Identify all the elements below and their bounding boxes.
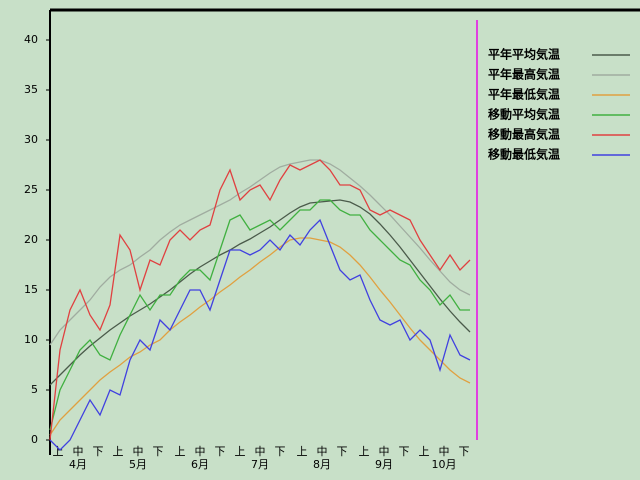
series-line bbox=[49, 218, 471, 451]
legend-label: 移動最低気温 bbox=[488, 147, 560, 162]
month-label: 4月 bbox=[69, 458, 87, 471]
y-tick-label: 5 bbox=[31, 383, 38, 396]
x-tick-label: 下 bbox=[153, 445, 164, 458]
y-tick-label: 10 bbox=[24, 333, 38, 346]
y-tick-label: 15 bbox=[24, 283, 38, 296]
series-line bbox=[49, 159, 471, 441]
x-tick-label: 下 bbox=[275, 445, 286, 458]
month-label: 6月 bbox=[191, 458, 209, 471]
month-label: 7月 bbox=[251, 458, 269, 471]
x-tick-label: 上 bbox=[419, 445, 430, 458]
y-tick-label: 0 bbox=[31, 433, 38, 446]
x-tick-label: 上 bbox=[175, 445, 186, 458]
x-tick-label: 中 bbox=[379, 445, 390, 458]
x-tick-label: 中 bbox=[133, 445, 144, 458]
series-line bbox=[49, 159, 471, 346]
month-label: 10月 bbox=[432, 458, 457, 471]
x-tick-label: 中 bbox=[195, 445, 206, 458]
series-line bbox=[49, 199, 471, 386]
month-label: 9月 bbox=[375, 458, 393, 471]
x-tick-label: 下 bbox=[337, 445, 348, 458]
x-tick-label: 中 bbox=[73, 445, 84, 458]
x-tick-label: 中 bbox=[255, 445, 266, 458]
y-tick-label: 30 bbox=[24, 133, 38, 146]
month-label: 8月 bbox=[313, 458, 331, 471]
x-tick-label: 下 bbox=[459, 445, 470, 458]
x-tick-label: 上 bbox=[235, 445, 246, 458]
legend-label: 平年最低気温 bbox=[488, 87, 560, 102]
x-tick-label: 上 bbox=[359, 445, 370, 458]
x-tick-label: 上 bbox=[53, 445, 64, 458]
series-line bbox=[49, 237, 471, 436]
legend-label: 移動平均気温 bbox=[488, 107, 560, 122]
series-line bbox=[49, 199, 470, 431]
legend-label: 平年平均気温 bbox=[488, 47, 560, 62]
x-tick-label: 中 bbox=[439, 445, 450, 458]
x-tick-label: 下 bbox=[93, 445, 104, 458]
y-tick-label: 20 bbox=[24, 233, 38, 246]
x-tick-label: 下 bbox=[215, 445, 226, 458]
x-tick-label: 上 bbox=[297, 445, 308, 458]
y-tick-label: 25 bbox=[24, 183, 38, 196]
legend-label: 平年最高気温 bbox=[488, 67, 560, 82]
legend-label: 移動最高気温 bbox=[488, 127, 560, 142]
x-tick-label: 中 bbox=[317, 445, 328, 458]
x-tick-label: 下 bbox=[399, 445, 410, 458]
y-tick-label: 40 bbox=[24, 33, 38, 46]
y-tick-label: 35 bbox=[24, 83, 38, 96]
month-label: 5月 bbox=[129, 458, 147, 471]
x-tick-label: 上 bbox=[113, 445, 124, 458]
